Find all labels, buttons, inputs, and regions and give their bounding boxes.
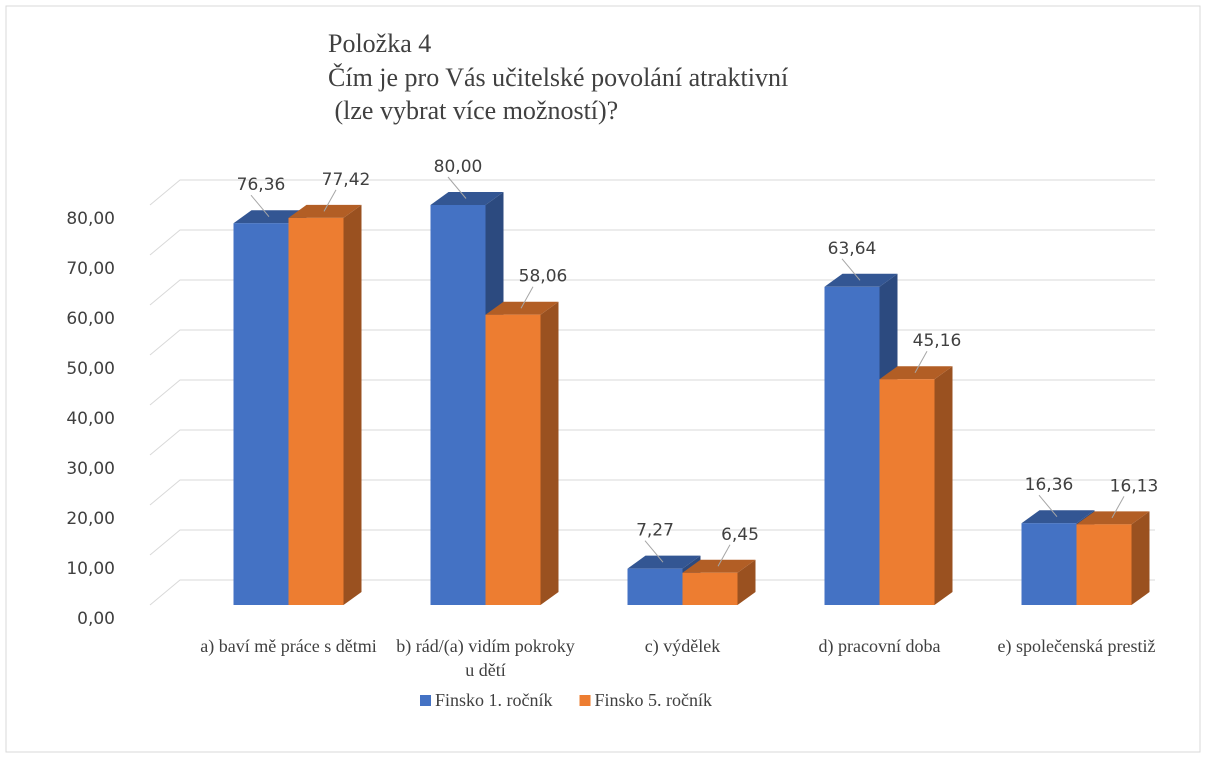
- leader-line: [841, 258, 861, 281]
- y-tick-label: 10,00: [66, 559, 115, 579]
- bar-top: [627, 555, 701, 569]
- bar-top: [1021, 510, 1095, 524]
- legend-label: Finsko 1. ročník: [435, 690, 553, 710]
- data-label: 80,00: [434, 157, 483, 177]
- bar: [430, 205, 486, 605]
- chart-title: Čím je pro Vás učitelské povolání atrakt…: [328, 63, 788, 92]
- bar-side: [1131, 511, 1150, 605]
- chart-title: (lze vybrat více možností)?: [328, 96, 618, 125]
- x-tick-label: e) společenská prestiž: [997, 636, 1156, 656]
- leader-line: [1038, 494, 1058, 518]
- leader-line: [644, 540, 664, 563]
- bar: [1076, 524, 1132, 605]
- bar: [233, 223, 289, 605]
- bar-side: [540, 301, 559, 605]
- bar: [824, 286, 880, 605]
- bar: [627, 568, 683, 605]
- grid-line: [149, 229, 1155, 256]
- data-label: 16,36: [1025, 475, 1074, 495]
- data-label: 45,16: [913, 331, 962, 351]
- leader-line: [1111, 496, 1125, 519]
- y-tick-label: 30,00: [66, 459, 115, 479]
- bar-top: [233, 210, 307, 224]
- y-tick-label: 70,00: [66, 259, 115, 279]
- y-tick-label: 60,00: [66, 309, 115, 329]
- data-label: 76,36: [237, 175, 286, 195]
- x-tick-label: a) baví mě práce s dětmi: [200, 636, 377, 656]
- bar-top: [430, 192, 504, 205]
- grid-line: [149, 179, 1155, 206]
- chart-title: Položka 4: [328, 29, 431, 58]
- bar-top: [288, 204, 362, 218]
- bar-top: [485, 301, 559, 315]
- x-tick-label: c) výdělek: [644, 636, 721, 656]
- y-tick-label: 80,00: [66, 209, 115, 229]
- bar-side: [737, 559, 756, 605]
- x-tick-label: b) rád/(a) vidím pokroky u dětí: [396, 636, 575, 680]
- data-label: 16,13: [1110, 476, 1159, 496]
- chart-border: [5, 5, 1201, 753]
- bar-top: [879, 366, 953, 380]
- legend-swatch: [579, 695, 591, 706]
- bar-top: [1076, 511, 1150, 525]
- data-label: 58,06: [519, 267, 568, 287]
- y-tick-label: 0,00: [77, 609, 115, 629]
- grid-line: [149, 279, 1155, 306]
- bar: [485, 314, 541, 605]
- bar: [682, 572, 738, 605]
- bar-top: [824, 273, 898, 287]
- leader-line: [914, 350, 928, 373]
- data-label: 6,45: [721, 525, 759, 545]
- data-label: 77,42: [322, 170, 371, 190]
- bar: [288, 217, 344, 605]
- legend-label: Finsko 5. ročník: [595, 690, 713, 710]
- leader-line: [520, 286, 534, 309]
- bar-side: [343, 204, 362, 605]
- leader-line: [323, 189, 337, 212]
- leader-line: [447, 176, 467, 199]
- leader-line: [250, 194, 270, 218]
- bar-side: [934, 366, 953, 605]
- data-label: 63,64: [828, 239, 877, 259]
- leader-line: [717, 544, 731, 567]
- y-tick-label: 40,00: [66, 409, 115, 429]
- y-tick-label: 50,00: [66, 359, 115, 379]
- bar: [879, 379, 935, 605]
- y-tick-label: 20,00: [66, 509, 115, 529]
- bar-top: [682, 559, 756, 573]
- bar: [1021, 523, 1077, 605]
- data-label: 7,27: [636, 521, 674, 541]
- x-tick-label: d) pracovní doba: [818, 636, 941, 656]
- legend-swatch: [420, 695, 431, 706]
